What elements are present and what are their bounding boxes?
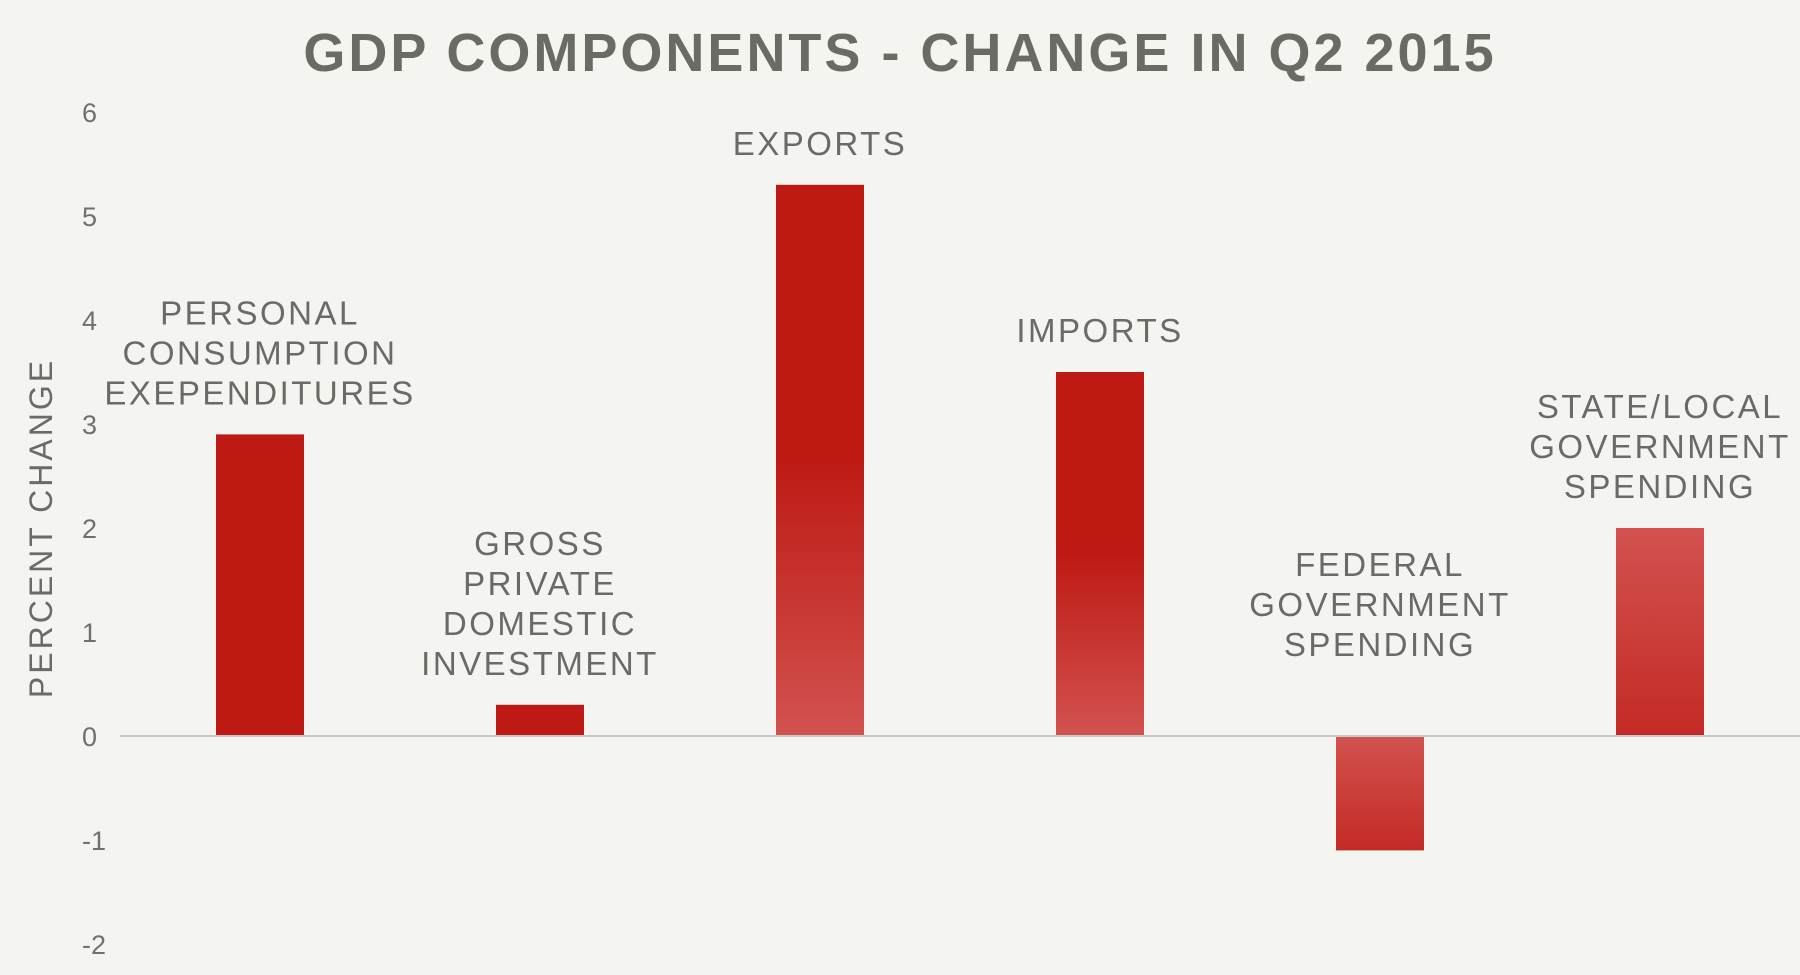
y-tick-label: 5: [82, 202, 97, 232]
category-label: IMPORTS: [1016, 312, 1183, 349]
chart-title: GDP COMPONENTS - CHANGE IN Q2 2015: [303, 23, 1497, 83]
category-label-line: SPENDING: [1284, 626, 1476, 663]
category-label-line: CONSUMPTION: [123, 334, 398, 371]
y-tick-label: -2: [82, 930, 106, 960]
category-label-line: FEDERAL: [1295, 546, 1465, 583]
category-label-line: STATE/LOCAL: [1537, 388, 1783, 425]
y-tick-label: 6: [82, 98, 97, 128]
y-tick-label: 3: [82, 410, 97, 440]
category-label-line: DOMESTIC: [443, 605, 637, 642]
bar: [1616, 528, 1704, 736]
y-tick-label: -1: [82, 826, 106, 856]
category-labels: PERSONALCONSUMPTIONEXEPENDITURESGROSSPRI…: [104, 125, 1791, 682]
y-tick-label: 4: [82, 306, 97, 336]
bar: [216, 434, 304, 736]
category-label-line: GOVERNMENT: [1249, 586, 1511, 623]
bars: [216, 184, 1704, 851]
category-label-line: GOVERNMENT: [1529, 428, 1791, 465]
category-label-line: EXEPENDITURES: [104, 374, 415, 411]
category-label-line: IMPORTS: [1016, 312, 1183, 349]
bar: [1336, 736, 1424, 851]
bar: [1056, 372, 1144, 736]
y-tick-label: 1: [82, 618, 97, 648]
y-axis-title: PERCENT CHANGE: [23, 358, 59, 698]
category-label: EXPORTS: [733, 125, 908, 162]
category-label-line: PRIVATE: [463, 565, 617, 602]
category-label-line: PERSONAL: [160, 294, 360, 331]
y-axis-ticks: 6 5 4 3 2 1 0 -1 -2: [82, 98, 106, 960]
bar: [496, 704, 584, 736]
category-label-line: INVESTMENT: [421, 645, 659, 682]
bar: [776, 184, 864, 737]
y-tick-label: 2: [82, 514, 97, 544]
category-label-line: EXPORTS: [733, 125, 908, 162]
y-tick-label: 0: [82, 722, 97, 752]
category-label-line: GROSS: [474, 525, 606, 562]
category-label-line: SPENDING: [1564, 468, 1756, 505]
